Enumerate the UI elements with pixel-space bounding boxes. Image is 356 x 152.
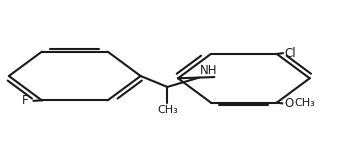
Text: F: F [22, 94, 28, 107]
Text: NH: NH [200, 64, 218, 77]
Text: O: O [284, 97, 293, 110]
Text: CH₃: CH₃ [157, 105, 178, 115]
Text: CH₃: CH₃ [295, 98, 315, 108]
Text: Cl: Cl [285, 47, 296, 60]
